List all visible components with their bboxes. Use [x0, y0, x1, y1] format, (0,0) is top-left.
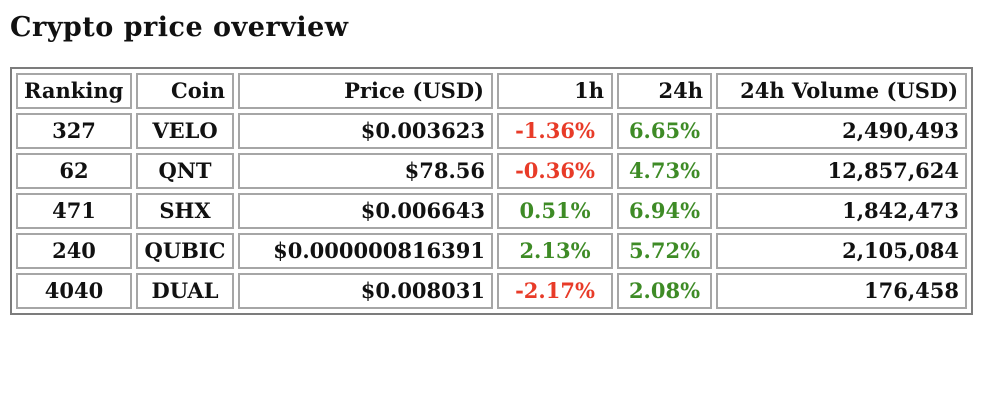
volume-cell: 2,490,493 — [716, 113, 967, 149]
coin-cell: DUAL — [136, 273, 234, 309]
change-1h-cell: -0.36% — [497, 153, 613, 189]
table-row: 471 SHX $0.006643 0.51% 6.94% 1,842,473 — [16, 193, 967, 229]
price-cell: $0.008031 — [238, 273, 493, 309]
price-cell: $78.56 — [238, 153, 493, 189]
change-24h-cell: 6.65% — [617, 113, 712, 149]
ranking-cell: 4040 — [16, 273, 132, 309]
price-cell: $0.000000816391 — [238, 233, 493, 269]
coin-cell: QNT — [136, 153, 234, 189]
change-1h-cell: -1.36% — [497, 113, 613, 149]
coin-cell: QUBIC — [136, 233, 234, 269]
header-row: Ranking Coin Price (USD) 1h 24h 24h Volu… — [16, 73, 967, 109]
ranking-cell: 240 — [16, 233, 132, 269]
price-cell: $0.006643 — [238, 193, 493, 229]
coin-cell: SHX — [136, 193, 234, 229]
ranking-cell: 62 — [16, 153, 132, 189]
column-header-1h: 1h — [497, 73, 613, 109]
page-title: Crypto price overview — [10, 12, 349, 43]
column-header-price: Price (USD) — [238, 73, 493, 109]
change-24h-cell: 5.72% — [617, 233, 712, 269]
ranking-cell: 471 — [16, 193, 132, 229]
table-row: 4040 DUAL $0.008031 -2.17% 2.08% 176,458 — [16, 273, 967, 309]
crypto-price-table: Ranking Coin Price (USD) 1h 24h 24h Volu… — [10, 67, 973, 315]
coin-cell: VELO — [136, 113, 234, 149]
volume-cell: 2,105,084 — [716, 233, 967, 269]
volume-cell: 1,842,473 — [716, 193, 967, 229]
change-24h-cell: 4.73% — [617, 153, 712, 189]
table-row: 240 QUBIC $0.000000816391 2.13% 5.72% 2,… — [16, 233, 967, 269]
column-header-24h: 24h — [617, 73, 712, 109]
table-row: 327 VELO $0.003623 -1.36% 6.65% 2,490,49… — [16, 113, 967, 149]
price-cell: $0.003623 — [238, 113, 493, 149]
table-row: 62 QNT $78.56 -0.36% 4.73% 12,857,624 — [16, 153, 967, 189]
change-24h-cell: 6.94% — [617, 193, 712, 229]
change-24h-cell: 2.08% — [617, 273, 712, 309]
volume-cell: 12,857,624 — [716, 153, 967, 189]
change-1h-cell: 0.51% — [497, 193, 613, 229]
volume-cell: 176,458 — [716, 273, 967, 309]
ranking-cell: 327 — [16, 113, 132, 149]
column-header-coin: Coin — [136, 73, 234, 109]
column-header-24h-volume: 24h Volume (USD) — [716, 73, 967, 109]
change-1h-cell: -2.17% — [497, 273, 613, 309]
column-header-ranking: Ranking — [16, 73, 132, 109]
change-1h-cell: 2.13% — [497, 233, 613, 269]
